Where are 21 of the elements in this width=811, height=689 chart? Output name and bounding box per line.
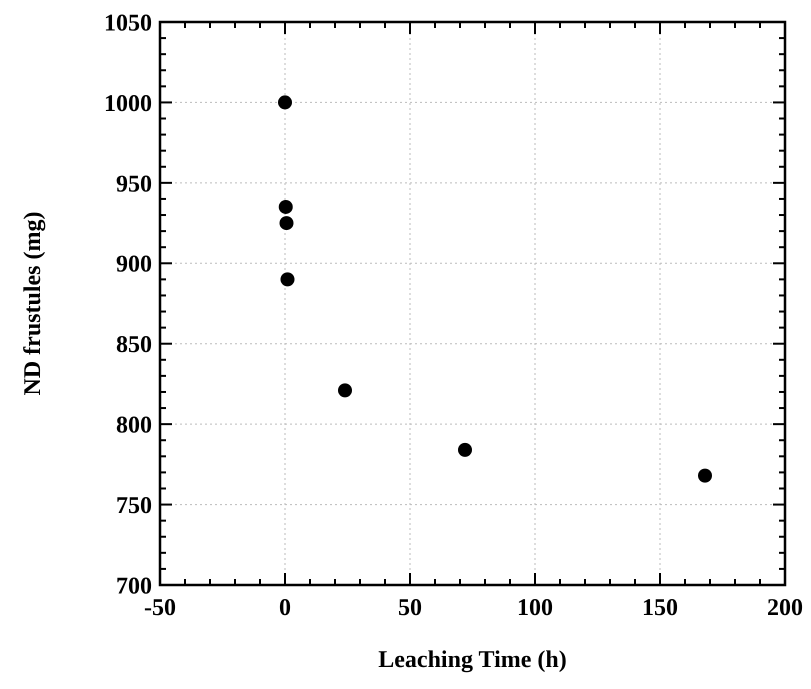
point [458,442,472,457]
point [280,272,294,286]
x-tick-label: 200 [767,595,803,621]
y-tick-label: 950 [116,171,152,198]
x-axis-title: Leaching Time (h) [378,647,567,673]
x-tick-label: 50 [398,595,422,621]
y-tick-label: 900 [116,252,152,278]
y-tick-label: 800 [116,412,152,439]
y-tick-label: 850 [116,332,152,358]
y-tick-label: 750 [116,492,152,519]
y-tick-label: 1000 [104,90,152,117]
point [280,216,294,230]
x-tick-label: 100 [517,595,553,621]
y-axis-title: ND frustules (mg) [20,212,46,396]
point [338,383,352,398]
point [278,95,292,110]
point [278,200,293,214]
y-tick-label: 1050 [104,10,152,36]
x-tick-label: 150 [642,595,678,621]
point [698,468,712,483]
x-tick-label: 0 [279,595,291,621]
